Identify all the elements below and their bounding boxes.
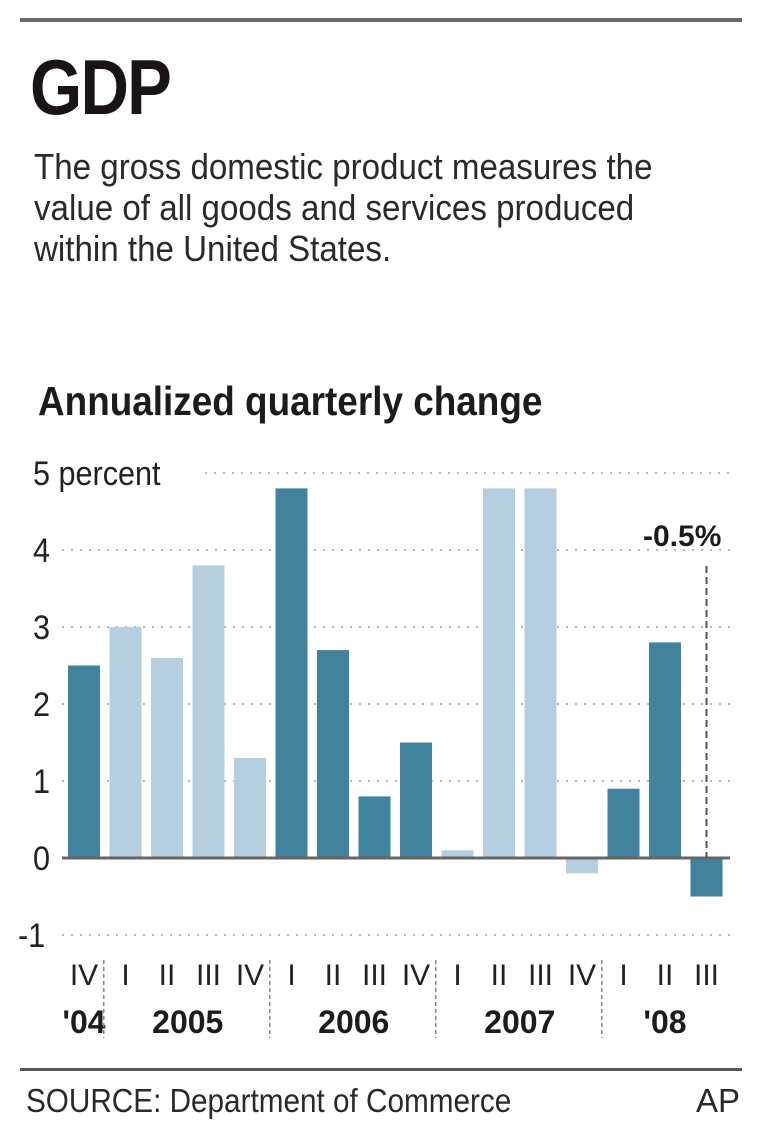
chart-description: The gross domestic product measures the … xyxy=(34,146,653,269)
x-axis-labels: IV I II III IV I II III IV I II III IV I II III'04 2005 2… xyxy=(62,959,719,1040)
bar-2006-qI xyxy=(275,488,308,858)
bar-2007-qII xyxy=(483,488,515,858)
bar-2005-qI xyxy=(109,627,142,858)
year-label: '08 xyxy=(643,1004,686,1040)
y-tick-label: 2 xyxy=(33,686,50,724)
bar-2006-qIV xyxy=(400,742,432,858)
annotation: -0.5% xyxy=(643,520,721,858)
chart-title: GDP xyxy=(30,43,172,131)
x-tick-label: IV xyxy=(402,959,430,992)
y-tick-label: 1 xyxy=(33,763,50,801)
bar-2007-qIII xyxy=(524,488,557,858)
y-tick-label: 0 xyxy=(33,840,50,878)
year-label: '04 xyxy=(62,1004,105,1040)
x-tick-label: II xyxy=(657,959,674,992)
x-tick-label: III xyxy=(196,959,221,992)
gridlines xyxy=(62,472,730,936)
bars xyxy=(68,488,723,897)
bottom-rule xyxy=(20,1068,742,1071)
credit: AP xyxy=(695,1082,740,1119)
x-tick-label: III xyxy=(528,959,553,992)
source-note: SOURCE: Department of Commerce xyxy=(26,1082,512,1119)
y-tick-label: -1 xyxy=(18,917,45,955)
bar-2008-qII xyxy=(649,642,681,858)
bar-2005-qII xyxy=(151,657,183,858)
x-tick-label: I xyxy=(287,959,295,992)
annotation-label: -0.5% xyxy=(643,520,721,553)
x-tick-label: II xyxy=(491,959,508,992)
year-label: 2005 xyxy=(152,1004,223,1040)
x-tick-label: I xyxy=(121,959,129,992)
x-tick-label: III xyxy=(694,959,719,992)
chart-subtitle: Annualized quarterly change xyxy=(38,378,543,424)
top-rule xyxy=(20,18,742,22)
bar-2004-qIV xyxy=(68,665,100,858)
bar-2007-qIV xyxy=(566,858,598,874)
bar-2005-qIV xyxy=(234,757,266,858)
x-tick-label: II xyxy=(325,959,342,992)
bar-2007-qI xyxy=(441,850,474,858)
year-label: 2006 xyxy=(318,1004,389,1040)
bar-2008-qIII xyxy=(690,858,723,897)
bar-2006-qIII xyxy=(358,796,391,858)
bar-2005-qIII xyxy=(192,565,225,858)
y-tick-label: 3 xyxy=(33,609,50,647)
y-tick-label: 4 xyxy=(33,532,50,570)
x-tick-label: IV xyxy=(70,959,98,992)
year-label: 2007 xyxy=(484,1004,555,1040)
y-tick-label: 5 percent xyxy=(33,455,161,493)
x-tick-label: I xyxy=(453,959,461,992)
x-tick-label: II xyxy=(159,959,176,992)
bar-2006-qII xyxy=(317,650,349,858)
x-tick-label: IV xyxy=(568,959,596,992)
x-tick-label: III xyxy=(362,959,387,992)
y-axis-ticks: 5 percent 4 3 2 1 0 -1 xyxy=(18,455,161,955)
bar-2008-qI xyxy=(607,788,640,858)
x-tick-label: I xyxy=(619,959,627,992)
x-tick-label: IV xyxy=(236,959,264,992)
